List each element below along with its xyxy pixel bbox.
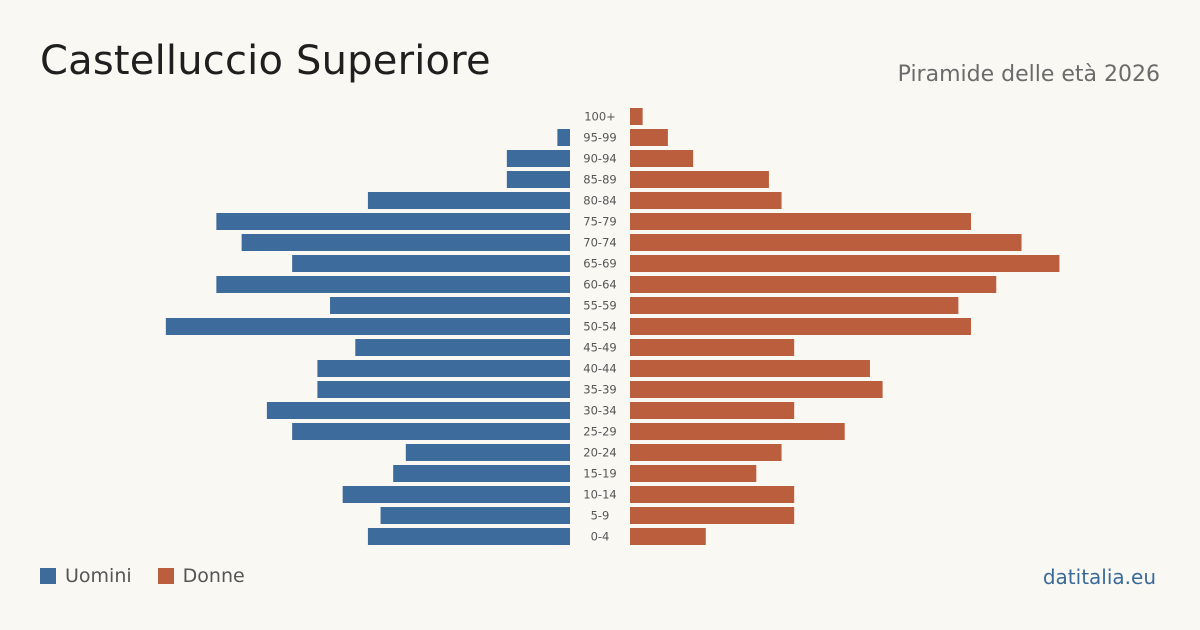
legend: Uomini Donne xyxy=(40,565,245,587)
bar-men-90-94 xyxy=(506,150,570,167)
bar-women-10-14 xyxy=(630,486,795,503)
bar-women-95-99 xyxy=(630,129,668,146)
bar-men-65-69 xyxy=(292,255,570,272)
bar-men-0-4 xyxy=(367,528,570,545)
bar-women-55-59 xyxy=(630,297,959,314)
bar-women-70-74 xyxy=(630,234,1022,251)
age-label-55-59: 55-59 xyxy=(583,299,616,313)
age-label-60-64: 60-64 xyxy=(583,278,616,292)
age-label-85-89: 85-89 xyxy=(583,173,616,187)
age-label-65-69: 65-69 xyxy=(583,257,616,271)
bar-men-85-89 xyxy=(506,171,570,188)
bar-men-35-39 xyxy=(317,381,570,398)
age-label-95-99: 95-99 xyxy=(583,131,616,145)
bar-women-100+ xyxy=(630,108,643,125)
bar-women-5-9 xyxy=(630,507,795,524)
age-label-45-49: 45-49 xyxy=(583,341,616,355)
age-label-80-84: 80-84 xyxy=(583,194,616,208)
legend-item-men: Uomini xyxy=(40,565,132,587)
bar-men-30-34 xyxy=(266,402,570,419)
bar-women-15-19 xyxy=(630,465,757,482)
legend-swatch-women xyxy=(157,568,174,584)
age-label-20-24: 20-24 xyxy=(583,446,616,460)
bar-men-95-99 xyxy=(557,129,570,146)
age-label-50-54: 50-54 xyxy=(583,320,616,334)
bar-women-80-84 xyxy=(630,192,782,209)
bar-men-75-79 xyxy=(216,213,571,230)
bar-men-10-14 xyxy=(342,486,570,503)
bar-women-65-69 xyxy=(630,255,1060,272)
age-label-0-4: 0-4 xyxy=(591,530,610,544)
age-label-75-79: 75-79 xyxy=(583,215,616,229)
bar-men-60-64 xyxy=(216,276,571,293)
bar-women-90-94 xyxy=(630,150,694,167)
bar-men-45-49 xyxy=(355,339,570,356)
legend-label-men: Uomini xyxy=(65,565,132,587)
legend-item-women: Donne xyxy=(157,565,245,587)
bar-women-60-64 xyxy=(630,276,997,293)
legend-label-women: Donne xyxy=(182,565,245,587)
bar-women-20-24 xyxy=(630,444,782,461)
chart-subtitle: Piramide delle età 2026 xyxy=(897,62,1160,87)
bar-men-70-74 xyxy=(241,234,570,251)
age-label-100+: 100+ xyxy=(584,110,616,124)
age-label-15-19: 15-19 xyxy=(583,467,616,481)
bar-men-25-29 xyxy=(292,423,570,440)
bar-men-40-44 xyxy=(317,360,570,377)
age-label-40-44: 40-44 xyxy=(583,362,616,376)
bar-men-20-24 xyxy=(405,444,570,461)
bar-men-15-19 xyxy=(393,465,570,482)
bar-men-55-59 xyxy=(330,297,570,314)
legend-swatch-men xyxy=(40,568,56,584)
age-label-10-14: 10-14 xyxy=(583,488,616,502)
bar-women-35-39 xyxy=(630,381,883,398)
chart-title: Castelluccio Superiore xyxy=(40,38,491,84)
bar-women-30-34 xyxy=(630,402,795,419)
bar-women-85-89 xyxy=(630,171,769,188)
bar-men-5-9 xyxy=(380,507,570,524)
bar-women-25-29 xyxy=(630,423,845,440)
age-label-90-94: 90-94 xyxy=(583,152,616,166)
age-label-25-29: 25-29 xyxy=(583,425,616,439)
bar-women-40-44 xyxy=(630,360,870,377)
bar-women-45-49 xyxy=(630,339,795,356)
bar-women-75-79 xyxy=(630,213,972,230)
age-label-35-39: 35-39 xyxy=(583,383,616,397)
age-label-30-34: 30-34 xyxy=(583,404,616,418)
bar-women-50-54 xyxy=(630,318,972,335)
age-label-70-74: 70-74 xyxy=(583,236,616,250)
age-label-5-9: 5-9 xyxy=(591,509,610,523)
bar-women-0-4 xyxy=(630,528,706,545)
bar-men-50-54 xyxy=(165,318,570,335)
bar-men-80-84 xyxy=(367,192,570,209)
site-link[interactable]: datitalia.eu xyxy=(1042,565,1156,589)
